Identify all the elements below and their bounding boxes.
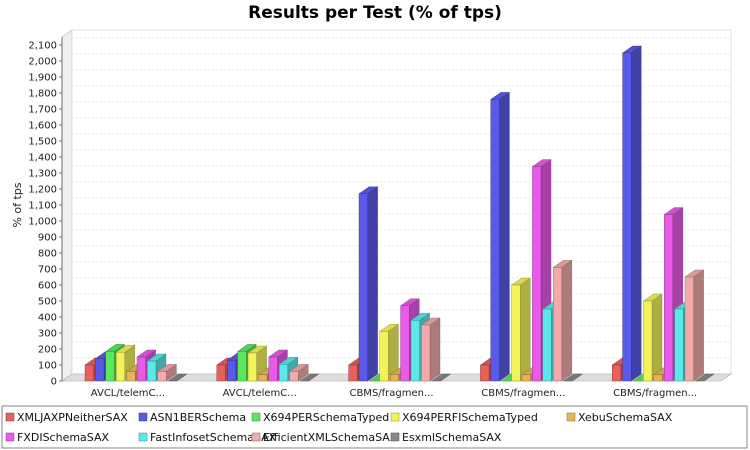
- legend-swatch: [138, 432, 148, 442]
- bar: [694, 373, 715, 382]
- y-axis: 0 100 200 300 400 500 600 700 800 900 1,000 1,100 1,…: [28, 37, 63, 388]
- legend-item: ASN1BERSchema: [138, 411, 246, 424]
- chart-title: Results per Test (% of tps): [248, 3, 502, 23]
- x-tick-label: CBMS/fragmen...: [613, 388, 697, 399]
- bar: [552, 260, 573, 382]
- bar: [358, 186, 379, 382]
- y-tick-label: 1,500: [28, 137, 57, 148]
- y-tick-label: 2,100: [28, 41, 57, 52]
- bar: [288, 364, 309, 382]
- legend-box: [1, 405, 748, 449]
- y-tick-label: 200: [38, 345, 57, 356]
- bars: [84, 45, 715, 382]
- y-tick-label: 2,000: [28, 57, 57, 68]
- bar: [167, 373, 188, 382]
- legend-label: EsxmlSchemaSAX: [402, 431, 502, 444]
- y-tick-label: 300: [38, 329, 57, 340]
- x-tick-label: AVCL/telemC...: [223, 388, 297, 399]
- y-tick-label: 1,900: [28, 73, 57, 84]
- y-tick-label: 400: [38, 313, 57, 324]
- legend-swatch: [138, 412, 148, 422]
- x-tick-label: CBMS/fragmen...: [349, 388, 433, 399]
- x-tick-label: AVCL/telemC...: [91, 388, 165, 399]
- bar: [379, 324, 400, 382]
- legend-label: XebuSchemaSAX: [578, 411, 673, 424]
- y-tick-label: 100: [38, 361, 57, 372]
- legend-label: FXDISchemaSAX: [17, 431, 110, 444]
- y-tick-label: 500: [38, 297, 57, 308]
- legend-item: EsxmlSchemaSAX: [390, 431, 502, 444]
- legend-label: EfficientXMLSchemaSAX: [263, 431, 398, 444]
- y-axis-label: % of tps: [11, 182, 24, 227]
- legend-item: EfficientXMLSchemaSAX: [251, 431, 398, 444]
- legend-swatch: [251, 432, 261, 442]
- bar: [562, 373, 583, 382]
- y-tick-label: 1,100: [28, 201, 57, 212]
- y-tick-label: 1,400: [28, 153, 57, 164]
- y-tick-label: 1,300: [28, 169, 57, 180]
- bar: [621, 45, 642, 382]
- x-axis: AVCL/telemC... AVCL/telemC... CBMS/fragmen…: [91, 388, 697, 399]
- legend-swatch: [251, 412, 261, 422]
- legend-item: FastInfosetSchemaSAX: [138, 431, 277, 444]
- legend-swatch: [5, 432, 15, 442]
- bar: [420, 317, 441, 382]
- legend-label: X694PERSchemaTyped: [263, 411, 389, 424]
- legend-label: X694PERFISchemaTyped: [402, 411, 538, 424]
- legend-label: ASN1BERSchema: [150, 411, 246, 424]
- bar: [510, 277, 531, 382]
- y-tick-label: 0: [51, 377, 57, 388]
- legend-item: FXDISchemaSAX: [5, 431, 110, 444]
- y-tick-label: 1,600: [28, 121, 57, 132]
- y-tick-label: 1,800: [28, 89, 57, 100]
- legend-item: XebuSchemaSAX: [566, 411, 673, 424]
- side-wall: [61, 29, 73, 382]
- bar: [157, 364, 178, 382]
- legend-label: FastInfosetSchemaSAX: [150, 431, 277, 444]
- y-tick-label: 1,700: [28, 105, 57, 116]
- bar: [642, 293, 663, 382]
- legend-item: X694PERSchemaTyped: [251, 411, 389, 424]
- legend-swatch: [566, 412, 576, 422]
- bar: [490, 92, 511, 382]
- legend-item: X694PERFISchemaTyped: [390, 411, 538, 424]
- legend: XMLJAXPNeitherSAX ASN1BERSchema X694PERSch…: [1, 405, 748, 449]
- legend-swatch: [390, 432, 400, 442]
- y-tick-label: 900: [38, 233, 57, 244]
- bar: [431, 373, 452, 382]
- legend-swatch: [5, 412, 15, 422]
- bar: [299, 373, 320, 382]
- legend-swatch: [390, 412, 400, 422]
- y-tick-label: 800: [38, 249, 57, 260]
- bar: [684, 269, 705, 382]
- y-tick-label: 700: [38, 265, 57, 276]
- y-tick-label: 1,200: [28, 185, 57, 196]
- x-tick-label: CBMS/fragmen...: [481, 388, 565, 399]
- y-tick-label: 1,000: [28, 217, 57, 228]
- y-tick-label: 600: [38, 281, 57, 292]
- legend-label: XMLJAXPNeitherSAX: [17, 411, 128, 424]
- legend-item: XMLJAXPNeitherSAX: [5, 411, 128, 424]
